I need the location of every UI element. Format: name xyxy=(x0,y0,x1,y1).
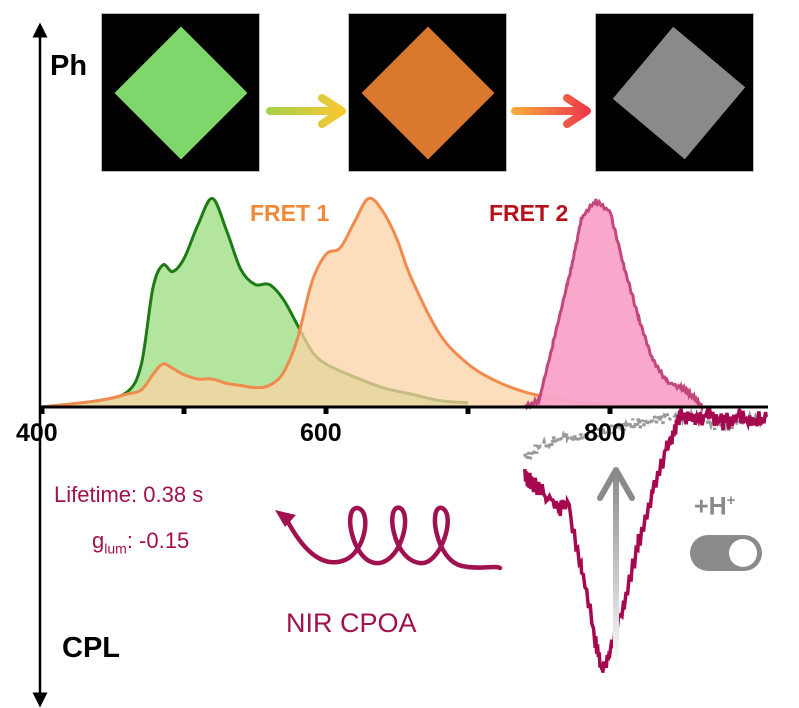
fret2-area xyxy=(524,199,703,409)
x-tick-700 xyxy=(465,407,471,414)
helix-arrowhead-icon xyxy=(275,510,296,527)
fret2-line xyxy=(523,198,704,414)
x-tick-600 xyxy=(323,407,329,414)
glum-value: : -0.15 xyxy=(126,528,190,553)
fret1-label: FRET 1 xyxy=(250,200,330,226)
acid-superscript: + xyxy=(726,492,736,509)
axis-label-ph: Ph xyxy=(50,50,88,82)
x-tick-500 xyxy=(181,407,187,414)
acid-label: +H+ xyxy=(694,492,735,521)
cpl-line xyxy=(523,404,768,673)
helix-icon xyxy=(284,505,503,571)
x-tick-label-600: 600 xyxy=(300,419,342,447)
glum-symbol: g xyxy=(92,528,105,553)
x-tick-400 xyxy=(39,407,45,414)
fret1-area xyxy=(42,198,610,407)
fret1-line xyxy=(41,196,611,409)
green-film-square xyxy=(114,26,248,160)
x-tick-label-400: 400 xyxy=(16,419,58,447)
spectra-areas xyxy=(41,196,704,414)
axis-label-cpl: CPL xyxy=(62,632,120,664)
acid-text: +H xyxy=(694,492,727,521)
recovery-arrow-head-icon xyxy=(597,467,635,501)
gray-film-square xyxy=(612,26,746,160)
orange-film-photo xyxy=(348,13,507,172)
lifetime-label: Lifetime: 0.38 s xyxy=(54,482,204,507)
gray-film-photo xyxy=(595,13,754,172)
orange-film-square xyxy=(361,26,495,160)
green-pl-area xyxy=(42,198,468,407)
x-tick-800 xyxy=(607,407,613,414)
toggle-knob xyxy=(729,539,757,567)
transition-arrow-1 xyxy=(266,94,346,128)
nir-cpoa-label: NIR CPOA xyxy=(286,608,417,638)
x-tick-label-800: 800 xyxy=(584,419,626,447)
recovery-arrow-shaft xyxy=(613,470,619,670)
cpl-traces xyxy=(523,404,768,673)
glum-label: glum: -0.15 xyxy=(92,528,189,556)
transition-arrow-2 xyxy=(511,94,591,128)
green-film-photo xyxy=(101,13,260,172)
x-axis-ticks xyxy=(39,407,613,414)
fret2-label: FRET 2 xyxy=(489,200,569,226)
glum-subscript: lum xyxy=(104,540,127,557)
